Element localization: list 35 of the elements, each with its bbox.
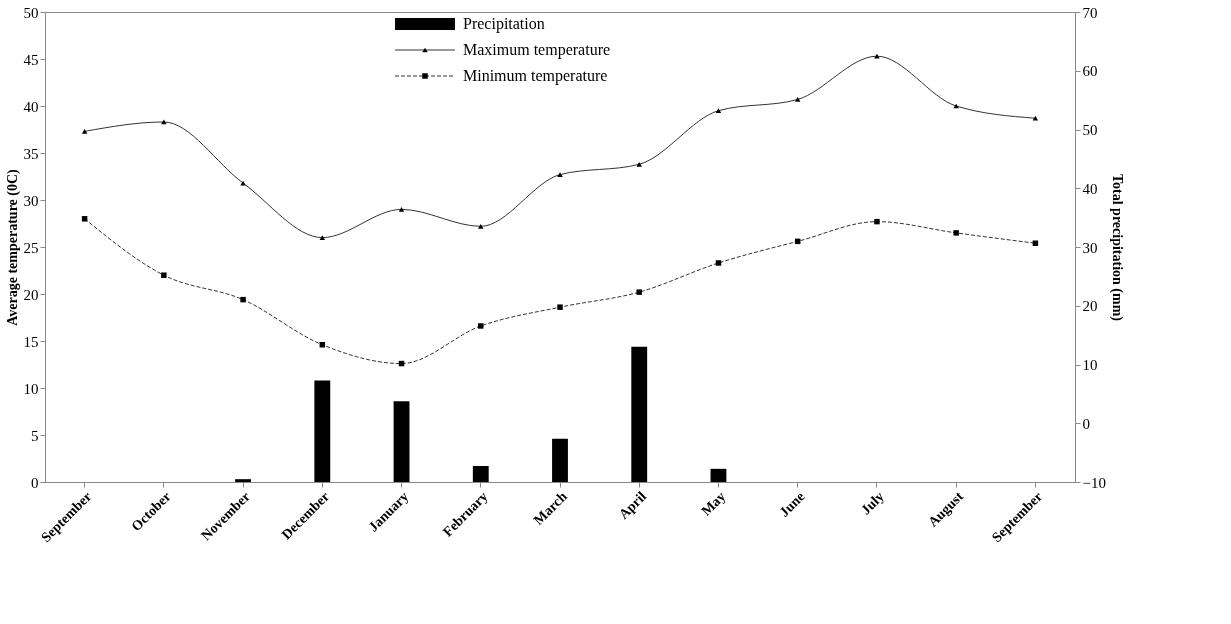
legend-label: Maximum temperature bbox=[463, 41, 611, 59]
y-tick-label: 30 bbox=[23, 192, 39, 209]
y2-tick-label: 40 bbox=[1082, 180, 1098, 197]
y-tick-label: 50 bbox=[23, 4, 39, 21]
y2-tick-label: 0 bbox=[1082, 415, 1090, 432]
y2-tick-label: 30 bbox=[1082, 239, 1098, 256]
bar bbox=[393, 401, 410, 482]
y-tick-label: 20 bbox=[23, 286, 39, 303]
y-axis-title: Average temperature (0C) bbox=[4, 168, 21, 326]
y-tick-label: 5 bbox=[31, 427, 39, 444]
x-tick-label: June bbox=[776, 488, 808, 520]
y2-tick-label: 20 bbox=[1082, 298, 1098, 315]
bar bbox=[552, 438, 568, 482]
y-tick-label: 25 bbox=[23, 239, 39, 256]
y-tick-label: 10 bbox=[23, 380, 39, 397]
bar bbox=[472, 466, 489, 482]
x-tick-label: July bbox=[858, 488, 887, 518]
y-tick-label: 15 bbox=[23, 333, 39, 350]
y2-tick-label: 10 bbox=[1082, 357, 1098, 373]
legend-label: Precipitation bbox=[463, 15, 545, 33]
y2-tick-label: −10 bbox=[1082, 474, 1106, 491]
y-tick-label: 45 bbox=[23, 51, 39, 68]
y2-tick-label: 60 bbox=[1082, 63, 1098, 80]
y-tick-label: 35 bbox=[23, 145, 39, 162]
legend-label: Minimum temperature bbox=[463, 67, 608, 85]
y2-tick-label: 50 bbox=[1082, 122, 1098, 138]
bar bbox=[710, 468, 727, 482]
y-tick-label: 40 bbox=[23, 98, 39, 115]
y2-tick-label: 70 bbox=[1082, 4, 1098, 21]
bar bbox=[631, 346, 648, 482]
bar bbox=[314, 380, 331, 482]
bar bbox=[235, 479, 251, 482]
x-tick-label: May bbox=[698, 488, 729, 519]
y-tick-label: 0 bbox=[31, 474, 39, 491]
y2-axis-title: Total precipitation (mm) bbox=[1108, 174, 1125, 322]
